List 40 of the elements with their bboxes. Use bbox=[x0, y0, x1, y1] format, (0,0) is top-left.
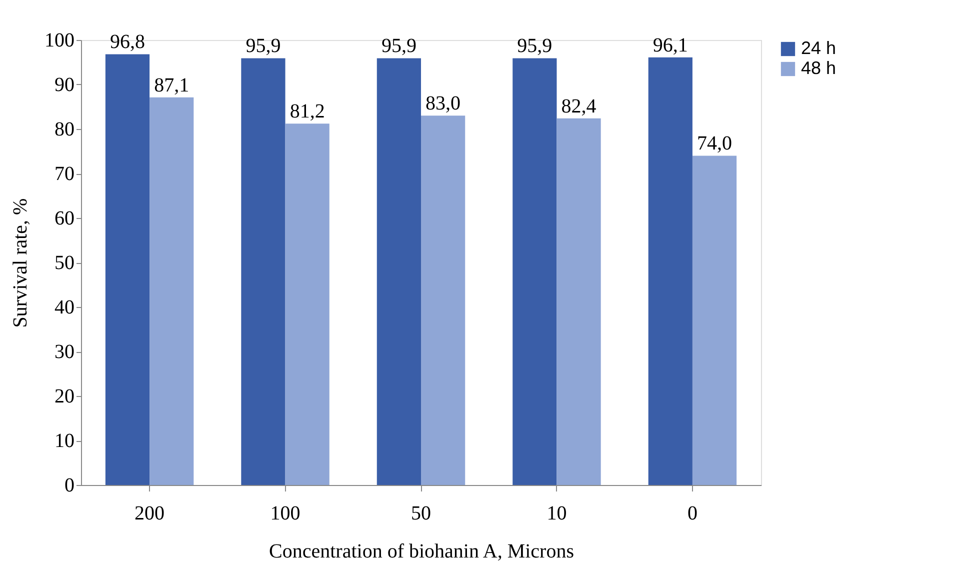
x-tick-label: 100 bbox=[270, 502, 300, 524]
y-tick-label: 100 bbox=[44, 30, 74, 52]
data-label: 83,0 bbox=[426, 92, 461, 115]
bar bbox=[241, 58, 286, 485]
y-tick-label: 60 bbox=[54, 208, 74, 230]
x-tick-label: 200 bbox=[134, 502, 165, 524]
bar bbox=[376, 58, 421, 485]
x-tick-label: 50 bbox=[411, 502, 431, 524]
y-axis-title: Survival rate, % bbox=[10, 198, 32, 328]
data-label: 74,0 bbox=[697, 132, 732, 155]
data-label: 95,9 bbox=[246, 35, 281, 58]
data-label: 96,1 bbox=[652, 34, 688, 56]
bar bbox=[692, 156, 737, 485]
y-tick-label: 40 bbox=[54, 296, 74, 318]
bar bbox=[105, 54, 150, 485]
data-label: 87,1 bbox=[154, 74, 190, 96]
legend-label: 24 h bbox=[801, 38, 836, 58]
y-tick-label: 90 bbox=[54, 74, 74, 96]
x-tick-label: 10 bbox=[546, 502, 567, 524]
data-label: 95,9 bbox=[517, 35, 552, 58]
y-tick-label: 80 bbox=[54, 118, 74, 140]
y-tick-label: 30 bbox=[54, 341, 74, 363]
bar bbox=[648, 57, 692, 485]
data-label: 81,2 bbox=[290, 100, 325, 123]
y-tick-label: 20 bbox=[54, 386, 74, 408]
y-tick-label: 50 bbox=[54, 252, 74, 274]
y-tick-label: 70 bbox=[54, 163, 74, 185]
bar bbox=[150, 97, 194, 485]
x-tick-label: 0 bbox=[687, 502, 698, 524]
data-label: 96,8 bbox=[110, 31, 145, 54]
bar bbox=[285, 124, 330, 485]
bar bbox=[512, 58, 557, 485]
bar bbox=[556, 118, 601, 485]
bar bbox=[421, 116, 466, 485]
x-axis-title: Concentration of biohanin A, Microns bbox=[269, 540, 574, 562]
data-label: 95,9 bbox=[381, 35, 416, 58]
legend-label: 48 h bbox=[801, 58, 836, 78]
y-tick-label: 0 bbox=[64, 474, 74, 496]
y-tick-label: 10 bbox=[54, 430, 74, 452]
data-label: 82,4 bbox=[561, 95, 596, 118]
